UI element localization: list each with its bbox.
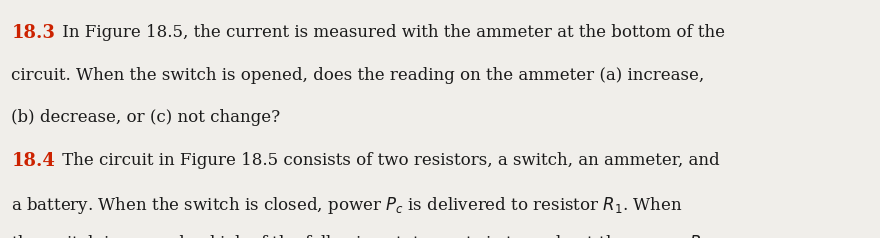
Text: 18.3: 18.3 (11, 24, 55, 42)
Text: 18.4: 18.4 (11, 152, 55, 170)
Text: The circuit in Figure 18.5 consists of two resistors, a switch, an ammeter, and: The circuit in Figure 18.5 consists of t… (57, 152, 720, 169)
Text: In Figure 18.5, the current is measured with the ammeter at the bottom of the: In Figure 18.5, the current is measured … (57, 24, 725, 41)
Text: the switch is opened, which of the following statements is true about the power : the switch is opened, which of the follo… (11, 233, 708, 238)
Text: a battery. When the switch is closed, power $P_c$ is delivered to resistor $R_1$: a battery. When the switch is closed, po… (11, 195, 683, 216)
Text: (b) decrease, or (c) not change?: (b) decrease, or (c) not change? (11, 109, 281, 126)
Text: circuit. When the switch is opened, does the reading on the ammeter (a) increase: circuit. When the switch is opened, does… (11, 67, 705, 84)
